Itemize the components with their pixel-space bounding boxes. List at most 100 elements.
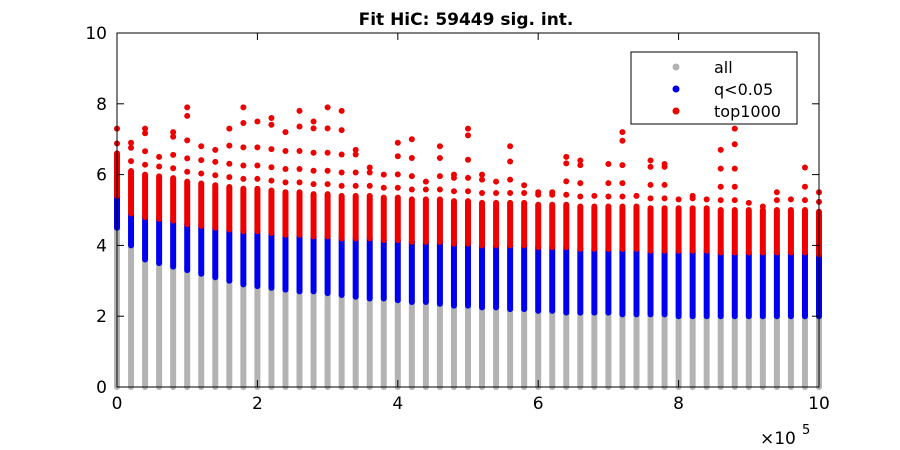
- point-top1000: [563, 191, 570, 198]
- data-column: [647, 157, 654, 390]
- point-top1000: [661, 195, 668, 202]
- x-tick-label: 8: [673, 394, 684, 414]
- legend-box: [630, 51, 798, 125]
- legend-label: top1000: [714, 102, 781, 121]
- legend-item: all: [672, 58, 733, 77]
- data-column: [675, 196, 682, 390]
- point-top1000: [240, 175, 247, 182]
- point-top1000: [731, 165, 738, 172]
- point-top1000: [436, 155, 443, 162]
- point-top1000: [465, 156, 471, 163]
- point-top1000: [394, 171, 401, 178]
- point-top1000: [324, 104, 331, 111]
- point-top1000: [184, 104, 191, 111]
- data-column: [240, 104, 247, 390]
- data-column: [563, 153, 570, 390]
- point-top1000: [184, 168, 191, 175]
- legend-marker: [672, 107, 680, 115]
- point-top1000: [408, 155, 415, 162]
- point-top1000: [380, 184, 387, 191]
- point-top1000: [366, 164, 373, 171]
- y-tick-label: 4: [96, 236, 107, 256]
- data-column: [436, 143, 443, 390]
- point-top1000: [254, 162, 261, 169]
- point-top1000: [296, 179, 303, 186]
- axis-ticks: 0 2 4 6 8 10 0 2 4 6 8 10: [85, 24, 829, 414]
- data-column: [787, 196, 794, 390]
- data-column: [268, 114, 275, 390]
- point-top1000: [226, 125, 233, 132]
- data-column: [296, 107, 303, 390]
- data-column: [703, 196, 710, 390]
- point-top1000: [408, 136, 415, 143]
- point-top1000: [352, 169, 359, 176]
- data-column: [507, 143, 514, 390]
- point-top1000: [408, 173, 415, 180]
- point-top1000: [226, 174, 233, 181]
- point-top1000: [436, 186, 443, 193]
- data-column: [170, 129, 177, 390]
- point-top1000: [647, 181, 654, 188]
- point-top1000: [507, 158, 514, 165]
- point-top1000: [465, 188, 471, 195]
- data-column: [366, 164, 373, 390]
- point-top1000: [422, 186, 429, 193]
- data-column: [198, 143, 205, 390]
- point-top1000: [619, 193, 626, 200]
- point-top1000: [282, 166, 289, 173]
- data-column: [128, 139, 135, 390]
- data-column: [380, 171, 387, 390]
- point-top1000: [352, 182, 359, 189]
- point-top1000: [240, 120, 247, 127]
- data-column: [184, 104, 191, 390]
- axes-box: [116, 32, 820, 388]
- point-top1000: [170, 133, 177, 140]
- point-top1000: [226, 160, 233, 167]
- point-top1000: [184, 155, 191, 162]
- x-scale-exponent: 5: [802, 423, 810, 438]
- point-top1000: [366, 169, 373, 176]
- data-column: [394, 139, 401, 390]
- y-tick-label: 0: [96, 378, 107, 398]
- data-column: [759, 203, 766, 390]
- point-top1000: [633, 192, 640, 199]
- point-top1000: [338, 151, 345, 158]
- data-column: [408, 136, 415, 390]
- point-top1000: [521, 190, 528, 197]
- point-top1000: [619, 129, 626, 136]
- point-top1000: [717, 197, 724, 204]
- point-top1000: [563, 153, 570, 160]
- point-top1000: [577, 157, 584, 164]
- point-top1000: [773, 197, 780, 204]
- point-top1000: [268, 146, 275, 153]
- data-marks: [114, 104, 822, 390]
- data-column: [212, 146, 219, 390]
- legend-item: top1000: [672, 102, 781, 121]
- point-top1000: [731, 141, 738, 148]
- point-top1000: [619, 180, 626, 187]
- point-top1000: [465, 174, 471, 181]
- point-top1000: [521, 182, 528, 189]
- point-top1000: [577, 162, 584, 169]
- data-column: [605, 160, 612, 390]
- data-column: [324, 104, 331, 390]
- x-scale-label: ×10: [760, 429, 796, 449]
- point-top1000: [507, 190, 514, 197]
- point-top1000: [647, 157, 654, 164]
- point-top1000: [801, 164, 808, 171]
- point-top1000: [170, 165, 177, 172]
- point-top1000: [282, 129, 289, 136]
- point-top1000: [198, 170, 205, 177]
- x-tick-label: 4: [392, 394, 403, 414]
- point-top1000: [184, 112, 191, 119]
- point-top1000: [268, 114, 275, 121]
- point-top1000: [324, 149, 331, 156]
- point-top1000: [745, 199, 752, 206]
- x-tick-label: 10: [808, 394, 830, 414]
- data-column: [450, 171, 457, 390]
- point-top1000: [156, 153, 163, 160]
- point-top1000: [338, 127, 345, 134]
- point-top1000: [563, 178, 570, 185]
- point-top1000: [717, 183, 724, 190]
- point-top1000: [268, 177, 275, 184]
